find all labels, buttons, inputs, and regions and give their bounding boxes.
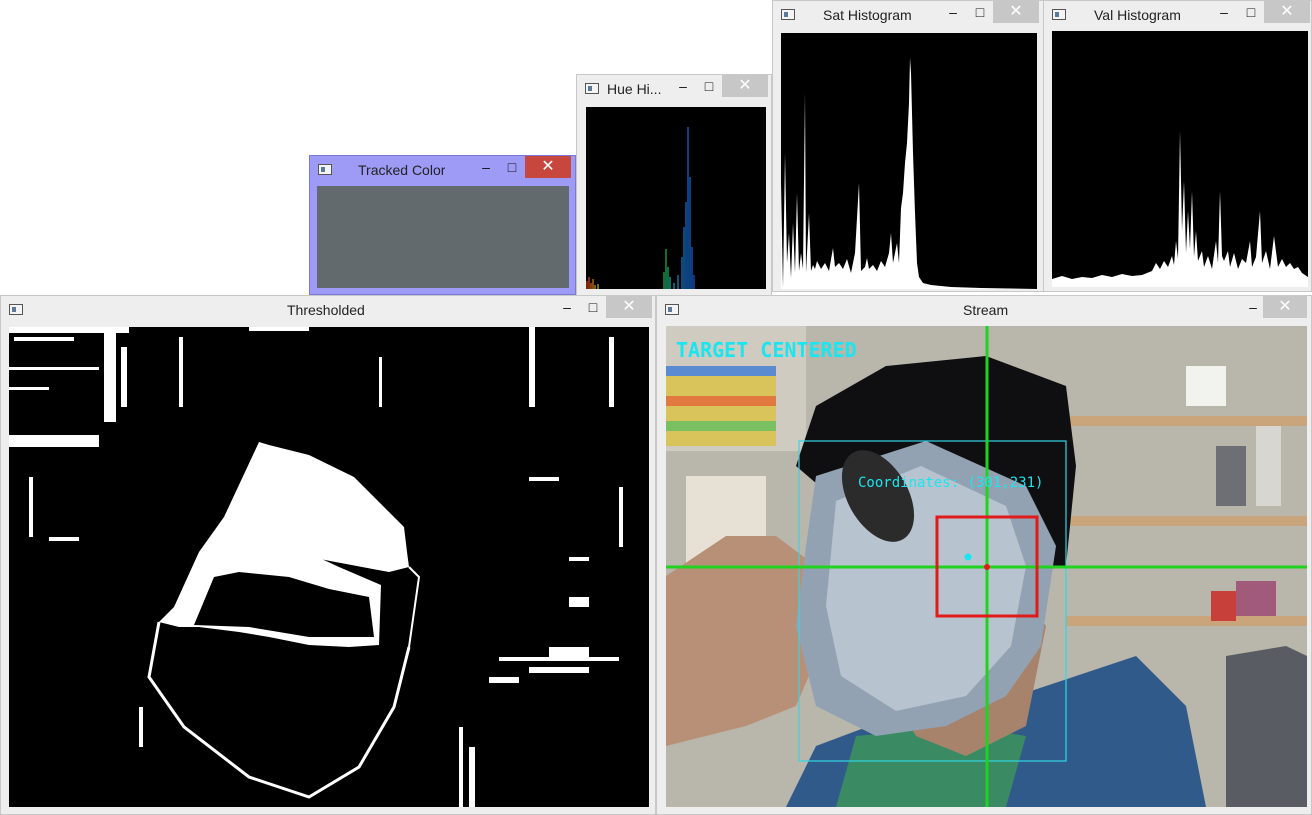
maximize-icon[interactable]: □	[507, 159, 517, 175]
thresholded-window[interactable]: Thresholded – □ ✕	[0, 295, 656, 815]
tracked-color-titlebar[interactable]: Tracked Color – □ ✕	[310, 156, 575, 184]
tracked-color-window[interactable]: Tracked Color – □ ✕	[309, 155, 576, 295]
tracked-centroid-marker	[964, 553, 972, 561]
window-title: Val Histogram	[1094, 7, 1181, 23]
minimize-icon[interactable]: –	[1249, 299, 1257, 315]
thresholded-titlebar[interactable]: Thresholded – □ ✕	[1, 296, 655, 324]
search-region-box	[798, 440, 1067, 762]
thresholded-image	[9, 327, 649, 807]
minimize-icon[interactable]: –	[1220, 4, 1228, 20]
stream-video: TARGET CENTERED Coordinates: (301,231)	[666, 326, 1307, 807]
stream-window[interactable]: Stream – □ ✕	[656, 295, 1312, 815]
tracked-color-swatch	[317, 186, 569, 288]
window-title: Sat Histogram	[823, 7, 912, 23]
close-icon[interactable]: ✕	[722, 75, 768, 97]
maximize-icon[interactable]: □	[588, 299, 598, 315]
minimize-icon[interactable]: –	[563, 299, 571, 315]
close-icon[interactable]: ✕	[525, 156, 571, 178]
app-window-icon	[665, 304, 679, 315]
maximize-icon[interactable]: □	[975, 4, 985, 20]
close-icon[interactable]: ✕	[1263, 296, 1307, 318]
sat-histogram-plot	[781, 33, 1037, 289]
sat-histogram-titlebar[interactable]: Sat Histogram – □ ✕	[773, 1, 1043, 29]
close-icon[interactable]: ✕	[993, 1, 1039, 23]
app-window-icon	[9, 304, 23, 315]
minimize-icon[interactable]: –	[679, 78, 687, 94]
app-window-icon	[1052, 9, 1066, 20]
close-icon[interactable]: ✕	[1264, 1, 1310, 23]
window-title: Tracked Color	[358, 162, 446, 178]
hue-histogram-titlebar[interactable]: Hue Hi... – □ ✕	[577, 75, 771, 103]
stream-titlebar[interactable]: Stream – □ ✕	[657, 296, 1311, 324]
val-histogram-titlebar[interactable]: Val Histogram – □ ✕	[1044, 1, 1311, 29]
maximize-icon[interactable]: □	[1246, 4, 1256, 20]
window-title: Stream	[963, 302, 1009, 318]
minimize-icon[interactable]: –	[949, 4, 957, 20]
window-title: Thresholded	[287, 302, 365, 318]
target-center-marker	[984, 564, 990, 570]
val-histogram-plot	[1052, 31, 1308, 287]
close-icon[interactable]: ✕	[606, 296, 652, 318]
target-box	[935, 515, 1039, 618]
status-text: TARGET CENTERED	[676, 338, 857, 362]
app-window-icon	[781, 9, 795, 20]
sat-histogram-window[interactable]: Sat Histogram – □ ✕	[772, 0, 1044, 292]
app-window-icon	[585, 83, 599, 94]
coordinates-text: Coordinates: (301,231)	[858, 475, 1044, 491]
val-histogram-window[interactable]: Val Histogram – □ ✕	[1043, 0, 1312, 292]
app-window-icon	[318, 164, 332, 175]
maximize-icon[interactable]: □	[704, 78, 714, 94]
window-title: Hue Hi...	[607, 81, 662, 97]
hue-histogram-plot	[586, 107, 766, 289]
minimize-icon[interactable]: –	[482, 159, 490, 175]
hue-histogram-window[interactable]: Hue Hi... – □ ✕	[576, 74, 772, 296]
